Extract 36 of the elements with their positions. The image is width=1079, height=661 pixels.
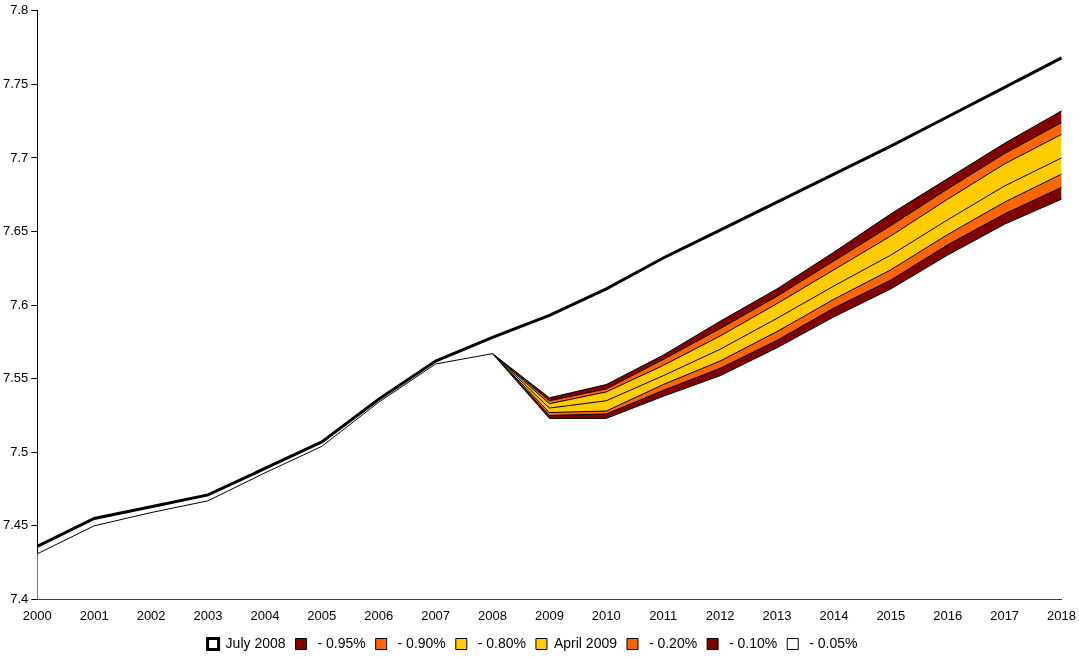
legend-label: - 0.90% (393, 634, 446, 651)
legend-label: - 0.20% (644, 634, 698, 651)
y-tick-label: 7.5 (10, 443, 29, 459)
y-tick-label: 7.75 (2, 75, 29, 91)
x-tick-label: 2018 (1047, 607, 1076, 623)
x-tick-label: 2011 (649, 607, 678, 623)
x-tick-label: 2007 (421, 607, 451, 623)
x-tick-label: 2010 (591, 607, 621, 623)
legend-label: July 2008 (225, 634, 286, 651)
x-tick-label: 2009 (534, 607, 564, 623)
x-tick-label: 2008 (478, 607, 507, 623)
x-tick-label: 2006 (364, 607, 394, 623)
legend-label: - 0.95% (313, 634, 366, 651)
x-tick-label: 2015 (876, 607, 906, 623)
x-tick-label: 2005 (307, 607, 337, 623)
x-tick-label: 2013 (762, 607, 792, 623)
x-tick-label: 2014 (819, 607, 849, 623)
y-tick-label: 7.65 (2, 223, 29, 239)
legend-label: April 2009 (553, 634, 618, 651)
legend-label: - 0.10% (725, 634, 778, 651)
y-tick-label: 7.8 (10, 2, 29, 18)
legend-label: - 0.80% (473, 634, 526, 651)
legend-label: - 0.05% (805, 634, 858, 651)
y-tick-label: 7.4 (10, 590, 29, 606)
y-tick-label: 7.55 (2, 370, 29, 386)
y-tick-label: 7.45 (2, 517, 29, 533)
x-tick-label: 2002 (136, 607, 166, 623)
x-tick-label: 2012 (705, 607, 735, 623)
y-tick-label: 7.6 (10, 296, 29, 312)
y-tick-label: 7.7 (10, 149, 29, 165)
x-tick-label: 2004 (250, 607, 280, 623)
x-tick-label: 2000 (22, 607, 52, 623)
x-tick-label: 2003 (193, 607, 223, 623)
x-tick-label: 2001 (79, 607, 109, 623)
x-tick-label: 2017 (990, 607, 1020, 623)
x-tick-label: 2016 (933, 607, 963, 623)
